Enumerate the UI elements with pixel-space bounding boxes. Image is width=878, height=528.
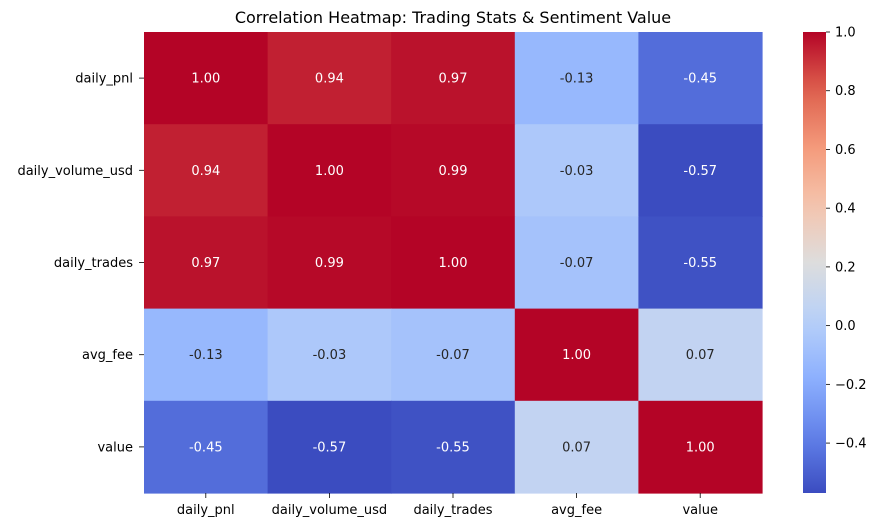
cell-value-label-1-0: 0.94 <box>191 164 220 179</box>
chart-title: Correlation Heatmap: Trading Stats & Sen… <box>235 8 671 27</box>
colorbar-tick-label-2: 0.6 <box>835 143 856 158</box>
colorbar-gradient <box>803 32 826 493</box>
y-tick-label-1: daily_volume_usd <box>17 164 133 179</box>
heatmap-cell-4-2 <box>391 400 516 494</box>
heatmap-cell-2-3 <box>514 216 639 310</box>
heatmap-cell-1-2 <box>391 124 516 217</box>
heatmap-cell-0-1 <box>267 32 392 125</box>
y-tick-label-3: avg_fee <box>82 348 133 363</box>
x-tick-label-1: daily_volume_usd <box>272 503 388 518</box>
heatmap-cell-4-4 <box>638 400 763 494</box>
cell-value-label-0-3: -0.13 <box>560 72 594 87</box>
colorbar-tick-label-0: 1.0 <box>835 26 856 41</box>
cell-value-label-2-4: -0.55 <box>683 256 717 271</box>
colorbar-tick-label-4: 0.2 <box>835 260 856 275</box>
heatmap-cell-2-4 <box>638 216 763 310</box>
colorbar-tick-label-5: 0.0 <box>835 319 856 334</box>
heatmap-cell-0-0 <box>144 32 269 125</box>
cell-value-label-2-2: 1.00 <box>439 256 468 271</box>
cell-value-label-3-4: 0.07 <box>686 348 715 363</box>
heatmap-cell-1-4 <box>638 124 763 217</box>
heatmap-cell-2-1 <box>267 216 392 310</box>
cell-value-label-0-0: 1.00 <box>191 72 220 87</box>
x-tick-label-2: daily_trades <box>413 503 492 518</box>
colorbar-tick-label-1: 0.8 <box>835 84 856 99</box>
cell-value-label-0-2: 0.97 <box>439 72 468 87</box>
heatmap-cell-0-4 <box>638 32 763 125</box>
x-tick-label-0: daily_pnl <box>177 503 235 518</box>
heatmap-cell-2-0 <box>144 216 269 310</box>
cell-value-label-1-4: -0.57 <box>683 164 717 179</box>
colorbar: 1.0 0.8 0.6 0.4 0.2 0.0 −0.2 −0.4 <box>803 26 867 493</box>
cell-value-label-1-3: -0.03 <box>560 164 594 179</box>
heatmap-cell-3-3 <box>514 308 639 402</box>
heatmap-cell-4-0 <box>144 400 269 494</box>
cell-value-label-4-4: 1.00 <box>686 440 715 455</box>
heatmap-cell-4-1 <box>267 400 392 494</box>
heatmap-cell-1-0 <box>144 124 269 217</box>
heatmap-cell-0-3 <box>514 32 639 125</box>
cell-value-label-3-2: -0.07 <box>436 348 470 363</box>
cell-value-label-3-0: -0.13 <box>189 348 223 363</box>
y-axis-ticks: daily_pnl daily_volume_usd daily_tradesavg… <box>17 72 144 455</box>
cell-value-label-4-3: 0.07 <box>562 440 591 455</box>
heatmap-cell-2-2 <box>391 216 516 310</box>
heatmap-cell-3-1 <box>267 308 392 402</box>
cell-value-label-2-0: 0.97 <box>191 256 220 271</box>
heatmap-cell-1-1 <box>267 124 392 217</box>
cell-value-label-3-1: -0.03 <box>313 348 347 363</box>
colorbar-tick-label-3: 0.4 <box>835 202 856 217</box>
x-tick-label-4: value <box>682 503 718 518</box>
cell-value-label-4-1: -0.57 <box>313 440 347 455</box>
heatmap-cell-3-4 <box>638 308 763 402</box>
cell-value-label-4-2: -0.55 <box>436 440 470 455</box>
y-tick-label-4: value <box>97 440 133 455</box>
heatmap-cell-1-3 <box>514 124 639 217</box>
cell-value-label-2-1: 0.99 <box>315 256 344 271</box>
y-tick-label-0: daily_pnl <box>75 72 133 87</box>
heatmap-cells: 1.00 0.94 0.97 -0.13 -0.45 0.94 1.00 0.99 -0.03 -… <box>144 32 763 494</box>
cell-value-label-3-3: 1.00 <box>562 348 591 363</box>
colorbar-tick-label-7: −0.4 <box>835 437 867 452</box>
cell-value-label-1-1: 1.00 <box>315 164 344 179</box>
heatmap-cell-3-0 <box>144 308 269 402</box>
heatmap-cell-3-2 <box>391 308 516 402</box>
cell-value-label-2-3: -0.07 <box>560 256 594 271</box>
y-tick-label-2: daily_trades <box>54 256 133 271</box>
heatmap-cell-0-2 <box>391 32 516 125</box>
heatmap-cell-4-3 <box>514 400 639 494</box>
x-axis-ticks: daily_pnl daily_volume_usd daily_trades avg… <box>177 493 718 518</box>
colorbar-tick-label-6: −0.2 <box>835 378 867 393</box>
cell-value-label-0-1: 0.94 <box>315 72 344 87</box>
cell-value-label-4-0: -0.45 <box>189 440 223 455</box>
x-tick-label-3: avg_fee <box>551 503 602 518</box>
cell-value-label-0-4: -0.45 <box>683 72 717 87</box>
cell-value-label-1-2: 0.99 <box>439 164 468 179</box>
